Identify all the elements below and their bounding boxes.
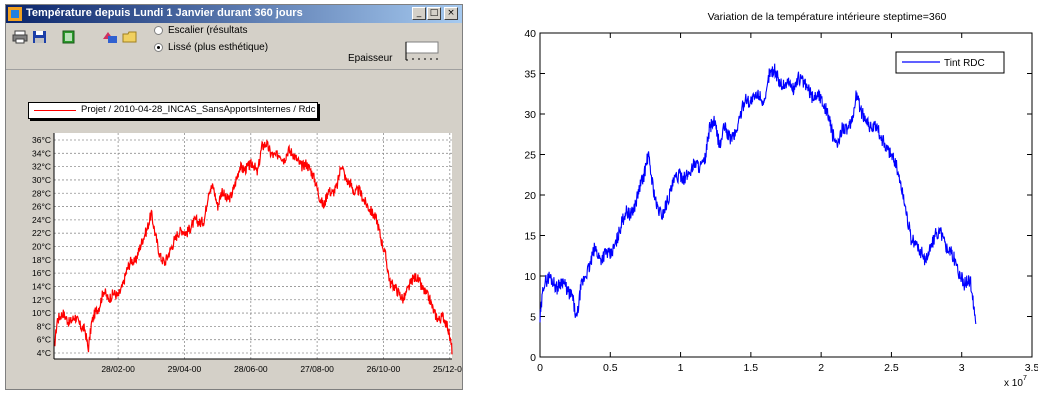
left-y-tick-label: 30°C <box>32 175 51 185</box>
print-icon[interactable] <box>12 30 28 44</box>
right-y-tick-label: 10 <box>524 271 536 283</box>
right-x-tick-label: 3 <box>959 362 965 374</box>
minimize-button[interactable]: _ <box>412 7 426 20</box>
left-y-tick-label: 16°C <box>32 268 51 278</box>
right-chart-title: Variation de la température intérieure s… <box>708 11 947 23</box>
right-legend-label: Tint RDC <box>944 58 985 69</box>
right-x-tick-label: 3.5 <box>1025 362 1038 374</box>
left-y-axis: 36°C 34°C 32°C 30°C 28°C 26°C 24°C 22°C 20°C 18°C… <box>32 135 51 358</box>
left-y-tick-label: 8°C <box>37 321 51 331</box>
radio-staircase-circle[interactable] <box>154 26 163 35</box>
right-x-tick-label: 1.5 <box>744 362 759 374</box>
left-x-tick-label: 29/04-00 <box>168 364 202 374</box>
radio-smooth-circle[interactable] <box>154 43 163 52</box>
x-multiplier-exponent: 7 <box>1023 375 1027 382</box>
right-y-axis: 0 5 10 15 20 25 30 35 40 <box>524 28 1032 364</box>
left-y-tick-label: 34°C <box>32 148 51 158</box>
left-y-tick-label: 14°C <box>32 281 51 291</box>
right-legend-box <box>895 51 1005 74</box>
left-legend: Projet / 2010-04-28_INCAS_SansApportsInt… <box>28 102 318 119</box>
left-x-tick-label: 27/08-00 <box>300 364 334 374</box>
right-y-tick-label: 40 <box>524 28 536 40</box>
radio-staircase[interactable]: Escalier (résultats <box>154 25 247 36</box>
left-y-tick-label: 18°C <box>32 255 51 265</box>
left-y-tick-label: 22°C <box>32 228 51 238</box>
right-y-tick-label: 20 <box>524 190 536 202</box>
right-plot-frame <box>539 32 1033 358</box>
right-x-tick-label: 2.5 <box>884 362 899 374</box>
left-plot-background <box>54 133 452 359</box>
right-x-axis: 0 0.5 1 1.5 2 2.5 3 3.5 <box>537 33 1038 374</box>
right-x-tick-label: 0 <box>537 362 543 374</box>
left-y-tick-label: 20°C <box>32 242 51 252</box>
save-icon[interactable] <box>32 30 48 44</box>
left-y-tick-label: 24°C <box>32 215 51 225</box>
radio-smooth-label: Lissé (plus esthétique) <box>168 42 269 53</box>
left-y-tick-label: 6°C <box>37 335 51 345</box>
close-button[interactable]: × <box>444 7 458 20</box>
left-x-tick-label: 26/10-00 <box>367 364 401 374</box>
title-bar[interactable]: Température depuis Lundi 1 Janvier duran… <box>6 5 462 23</box>
thickness-slider[interactable] <box>404 40 440 62</box>
right-x-tick-label: 2 <box>818 362 824 374</box>
left-y-tick-label: 32°C <box>32 162 51 172</box>
folder-icon[interactable] <box>122 30 138 44</box>
left-chart: 36°C 34°C 32°C 30°C 28°C 26°C 24°C 22°C 20°C 18°C… <box>32 133 462 374</box>
right-legend: Tint RDC <box>895 51 1005 74</box>
radio-staircase-label: Escalier (résultats <box>168 25 248 36</box>
right-y-tick-label: 25 <box>524 150 536 162</box>
temperature-window: Température depuis Lundi 1 Janvier duran… <box>5 4 463 390</box>
copy-icon[interactable] <box>102 30 118 44</box>
right-series-line <box>539 63 977 325</box>
right-chart: Variation de la température intérieure s… <box>524 11 1038 389</box>
radio-smooth[interactable]: Lissé (plus esthétique) <box>154 42 268 53</box>
left-y-tick-label: 26°C <box>32 202 51 212</box>
left-y-tick-label: 12°C <box>32 295 51 305</box>
left-legend-swatch <box>34 110 76 111</box>
right-y-tick-label: 35 <box>524 69 536 81</box>
left-x-axis: 28/02-00 29/04-00 28/06-00 27/08-00 26/10-00… <box>101 364 462 374</box>
app-icon <box>8 7 22 21</box>
x-multiplier-label: x 10 <box>1004 378 1023 389</box>
left-x-tick-label: 28/02-00 <box>101 364 135 374</box>
right-x-tick-label: 0.5 <box>603 362 618 374</box>
left-x-tick-label: 28/06-00 <box>234 364 268 374</box>
right-y-tick-label: 30 <box>524 109 536 121</box>
right-x-tick-label: 1 <box>678 362 684 374</box>
left-x-tick-label: 25/12-00 <box>433 364 462 374</box>
left-y-tick-label: 10°C <box>32 308 51 318</box>
left-grid <box>54 133 452 359</box>
left-y-tick-label: 4°C <box>37 348 51 358</box>
right-y-tick-label: 5 <box>530 312 536 324</box>
chart-area: 36°C 34°C 32°C 30°C 28°C 26°C 24°C 22°C 20°C 18°C… <box>6 70 462 389</box>
left-y-tick-label: 36°C <box>32 135 51 145</box>
right-y-tick-label: 0 <box>530 352 536 364</box>
maximize-button[interactable]: □ <box>427 7 441 20</box>
left-y-tick-label: 28°C <box>32 188 51 198</box>
thickness-label: Epaisseur <box>348 53 393 64</box>
right-y-tick-label: 15 <box>524 231 536 243</box>
left-legend-label: Projet / 2010-04-28_INCAS_SansApportsInt… <box>81 104 316 115</box>
export-icon[interactable] <box>61 30 77 44</box>
toolbar: Escalier (résultats Lissé (plus esthétiq… <box>6 23 462 70</box>
left-series-line <box>53 139 453 355</box>
window-title: Température depuis Lundi 1 Janvier duran… <box>26 7 303 19</box>
